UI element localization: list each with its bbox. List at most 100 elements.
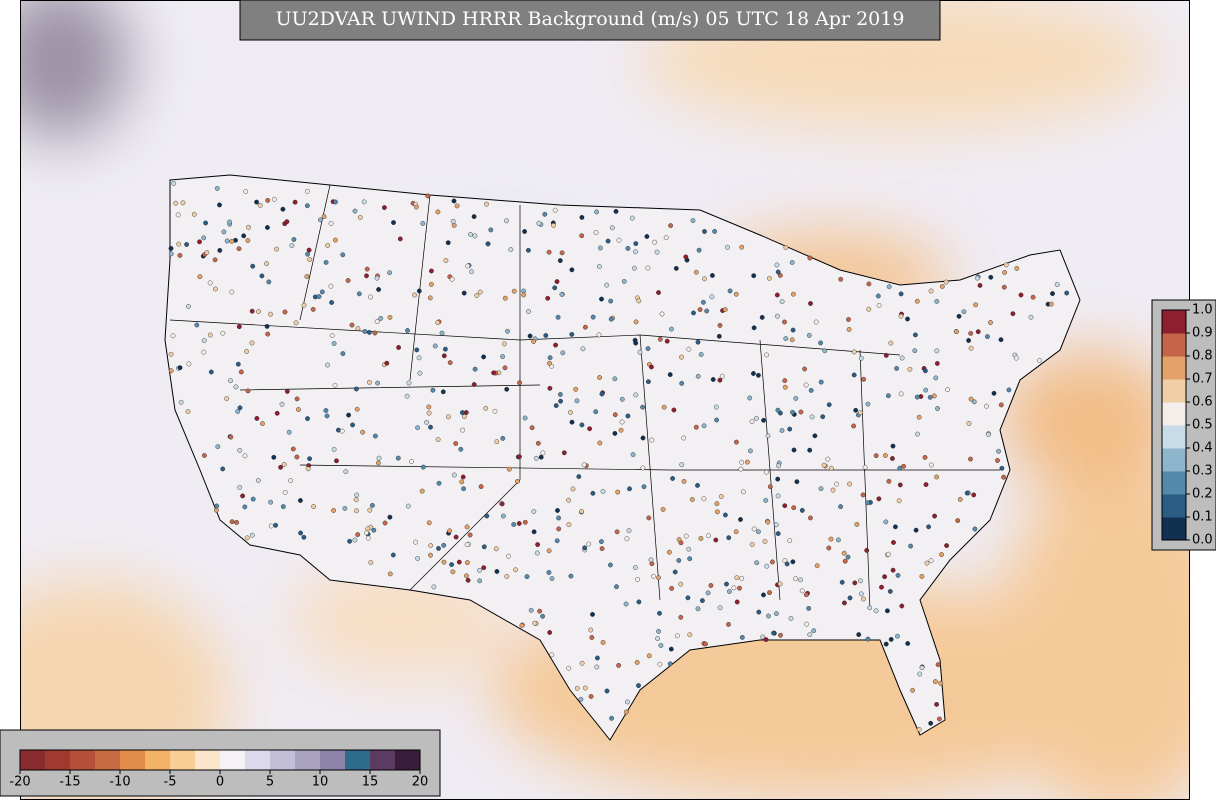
- station-dot: [441, 542, 447, 548]
- station-dot: [570, 486, 576, 492]
- station-dot: [828, 465, 834, 471]
- station-dot: [387, 571, 393, 577]
- station-dot: [793, 395, 799, 401]
- obs-colorbar-segment: [1162, 425, 1186, 449]
- station-dot: [430, 387, 436, 393]
- station-dot: [782, 503, 788, 509]
- station-dot: [453, 534, 459, 540]
- station-dot: [558, 392, 563, 397]
- station-dot: [812, 433, 818, 439]
- wind-colorbar-segment: [70, 750, 96, 770]
- station-dot: [1028, 314, 1034, 320]
- station-dot: [506, 466, 512, 472]
- station-dot: [630, 452, 636, 457]
- station-dot: [623, 601, 629, 607]
- station-dot: [197, 274, 203, 280]
- station-dot: [968, 396, 974, 402]
- wind-tick-label: -20: [9, 775, 30, 790]
- station-dot: [778, 632, 783, 638]
- station-dot: [426, 410, 432, 416]
- station-dot: [898, 291, 904, 297]
- station-dot: [553, 403, 559, 408]
- station-dot: [888, 637, 894, 642]
- station-dot: [774, 292, 780, 298]
- station-dot: [569, 267, 575, 273]
- station-dot: [242, 504, 248, 510]
- station-dot: [332, 237, 338, 243]
- station-dot: [547, 360, 552, 366]
- station-dot: [803, 382, 809, 388]
- station-dot: [633, 392, 639, 398]
- station-dot: [368, 294, 373, 300]
- station-dot: [645, 346, 651, 351]
- station-dot: [917, 671, 923, 677]
- station-dot: [899, 355, 905, 361]
- station-dot: [345, 278, 351, 283]
- station-dot: [580, 346, 586, 352]
- station-dot: [521, 292, 527, 298]
- station-dot: [304, 203, 310, 209]
- station-dot: [890, 443, 896, 449]
- station-dot: [264, 323, 270, 329]
- station-dot: [201, 338, 207, 343]
- station-dot: [537, 608, 542, 614]
- station-dot: [934, 474, 939, 480]
- station-dot: [722, 307, 728, 312]
- station-dot: [406, 380, 412, 386]
- station-dot: [705, 590, 711, 596]
- station-dot: [176, 241, 182, 247]
- station-dot: [695, 373, 701, 379]
- station-dot: [579, 214, 585, 220]
- station-dot: [697, 307, 703, 312]
- station-dot: [766, 613, 771, 619]
- station-dot: [271, 454, 277, 460]
- station-dot: [545, 295, 551, 301]
- station-dot: [938, 680, 943, 686]
- station-dot: [898, 313, 904, 319]
- station-dot: [524, 574, 530, 579]
- station-dot: [229, 519, 235, 525]
- station-dot: [445, 414, 451, 420]
- station-dot: [350, 422, 355, 428]
- station-dot: [739, 459, 744, 465]
- station-dot: [334, 458, 339, 464]
- station-dot: [764, 352, 769, 358]
- station-dot: [681, 435, 686, 441]
- station-dot: [646, 379, 651, 385]
- station-dot: [975, 275, 980, 281]
- station-dot: [919, 574, 925, 579]
- station-dot: [522, 229, 527, 234]
- station-dot: [791, 291, 796, 297]
- station-dot: [1064, 290, 1070, 296]
- state-borders: [169, 184, 1000, 611]
- station-dot: [896, 498, 902, 504]
- station-dot: [554, 279, 560, 284]
- station-dot: [1054, 282, 1060, 287]
- station-dot: [701, 299, 706, 305]
- station-dot: [481, 544, 487, 550]
- station-dot: [695, 339, 701, 345]
- station-dot: [998, 337, 1004, 343]
- station-dot: [368, 560, 374, 565]
- station-dot: [695, 606, 701, 612]
- station-dot: [756, 609, 762, 615]
- station-dot: [540, 450, 546, 456]
- station-dot: [447, 528, 452, 534]
- station-dot: [782, 319, 787, 325]
- station-dot: [924, 560, 930, 566]
- station-dot: [317, 217, 323, 223]
- station-dot: [323, 259, 329, 265]
- station-dot: [654, 249, 660, 255]
- station-dot: [907, 366, 913, 372]
- station-dot: [593, 409, 599, 415]
- station-dot: [928, 720, 934, 726]
- station-dot: [366, 329, 372, 335]
- station-dot: [690, 218, 696, 224]
- station-dot: [905, 641, 911, 646]
- station-dot: [280, 504, 286, 509]
- station-dot: [935, 662, 941, 668]
- station-dot: [304, 274, 310, 279]
- station-dot: [369, 502, 375, 508]
- station-dot: [999, 465, 1005, 471]
- station-dot: [451, 198, 457, 204]
